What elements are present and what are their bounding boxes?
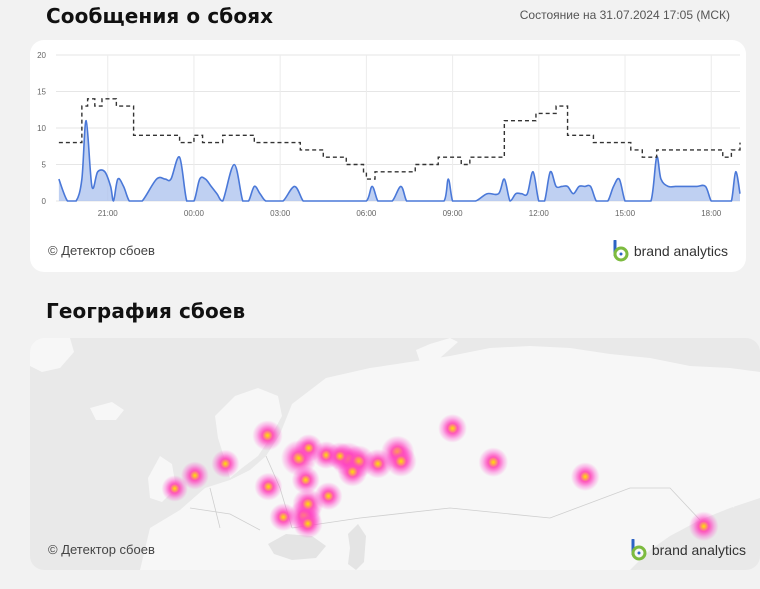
status-timestamp: Состояние на 31.07.2024 17:05 (МСК) bbox=[519, 8, 730, 22]
heatmap-hotspot bbox=[180, 461, 209, 490]
x-tick-label: 15:00 bbox=[615, 209, 636, 218]
x-tick-label: 12:00 bbox=[529, 209, 550, 218]
baseline-series-line bbox=[58, 98, 741, 180]
chart-axes: 0 5 10 15 20 21:00 00:00 03:00 06:00 09:00 12:00 15… bbox=[37, 51, 722, 218]
y-tick-label: 20 bbox=[37, 51, 46, 60]
reports-series-line bbox=[58, 119, 741, 202]
x-tick-label: 06:00 bbox=[356, 209, 377, 218]
heatmap-hotspot bbox=[688, 511, 719, 542]
heatmap-hotspot bbox=[314, 482, 343, 511]
x-tick-label: 21:00 bbox=[98, 209, 119, 218]
outage-map-card[interactable]: © Детектор сбоев brand analytics bbox=[30, 338, 760, 570]
brand-name: brand analytics bbox=[633, 243, 728, 259]
map-copyright: © Детектор сбоев bbox=[48, 542, 155, 557]
heatmap-hotspot bbox=[363, 448, 393, 479]
section-title-geography: География сбоев bbox=[46, 299, 246, 323]
y-tick-label: 10 bbox=[37, 124, 46, 133]
heatmap-hotspot bbox=[211, 449, 240, 478]
y-tick-label: 5 bbox=[42, 161, 47, 170]
heatmap-hotspot bbox=[293, 508, 323, 539]
x-tick-label: 18:00 bbox=[701, 209, 722, 218]
x-tick-label: 03:00 bbox=[270, 209, 291, 218]
heatmap-layer bbox=[161, 413, 719, 542]
heatmap-hotspot bbox=[385, 445, 417, 477]
heatmap-hotspot bbox=[161, 475, 188, 502]
chart-copyright: © Детектор сбоев bbox=[48, 243, 155, 258]
heatmap-hotspot bbox=[438, 413, 467, 443]
heatmap-hotspot bbox=[291, 465, 320, 494]
chart-brand-logo: brand analytics bbox=[612, 240, 728, 262]
heatmap-hotspot bbox=[269, 503, 298, 532]
x-tick-label: 00:00 bbox=[184, 209, 205, 218]
heatmap-hotspot bbox=[294, 434, 323, 463]
heatmap-hotspot bbox=[478, 447, 509, 478]
outage-map[interactable] bbox=[30, 338, 760, 570]
map-brand-logo: brand analytics bbox=[630, 539, 746, 561]
y-tick-label: 15 bbox=[37, 88, 46, 97]
heatmap-hotspot bbox=[570, 462, 600, 492]
chart-series bbox=[58, 98, 741, 202]
heatmap-hotspot bbox=[252, 420, 283, 451]
x-tick-label: 09:00 bbox=[443, 209, 464, 218]
brand-logo-icon bbox=[631, 539, 647, 561]
brand-name: brand analytics bbox=[651, 542, 746, 558]
y-tick-label: 0 bbox=[42, 197, 47, 206]
heatmap-hotspot bbox=[254, 472, 283, 501]
heatmap-hotspot bbox=[326, 442, 355, 471]
reports-chart: 0 5 10 15 20 21:00 00:00 03:00 06:00 09:00 12:00 15… bbox=[37, 51, 741, 218]
chart-grid bbox=[56, 54, 740, 202]
reports-area-fill bbox=[58, 120, 740, 201]
reports-chart-card: 0 5 10 15 20 21:00 00:00 03:00 06:00 09:00 12:00 15… bbox=[30, 40, 746, 272]
brand-logo-icon bbox=[613, 240, 629, 262]
page-title: Сообщения о сбоях bbox=[46, 4, 274, 28]
